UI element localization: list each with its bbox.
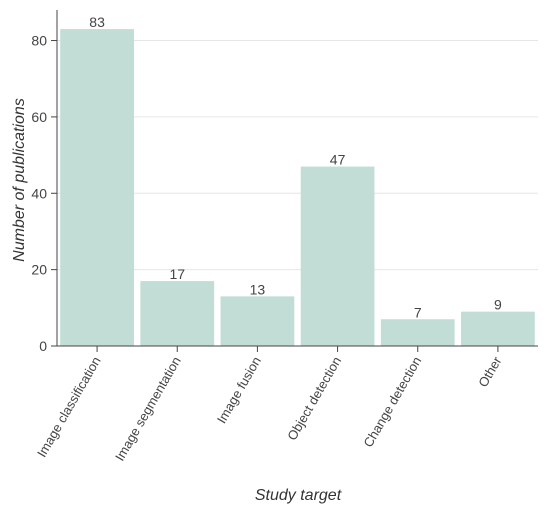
value-labels: 83 17 13 47 7 9 [89,14,502,320]
gridlines [57,40,538,271]
bar [461,311,535,346]
value-label: 83 [89,14,105,30]
y-axis-title: Number of publications [11,98,28,262]
value-label: 13 [250,281,266,297]
value-label: 47 [330,152,346,168]
x-tick-label: Change detection [360,354,424,450]
x-axis: Image classification Image segmentation Im… [34,345,538,464]
x-tick-label: Image classification [34,354,104,460]
x-tick-label: Object detection [284,354,344,443]
value-label: 17 [169,266,185,282]
y-tick-label: 60 [31,109,47,125]
value-label: 7 [414,304,422,320]
bar [140,281,215,346]
y-tick-label: 0 [39,338,47,354]
y-tick-label: 20 [31,262,47,278]
bar [60,29,134,346]
y-tick-label: 80 [31,33,47,49]
y-axis: 0 20 40 60 80 [31,10,58,354]
bar [300,166,375,346]
y-tick-label: 40 [31,185,47,201]
x-tick-label: Image segmentation [112,354,184,464]
bar [220,296,295,346]
x-axis-title: Study target [255,487,342,504]
value-label: 9 [494,297,502,313]
bar [380,319,455,346]
x-tick-label: Other [475,353,505,389]
bars [60,29,535,346]
x-tick-label: Image fusion [214,354,264,426]
